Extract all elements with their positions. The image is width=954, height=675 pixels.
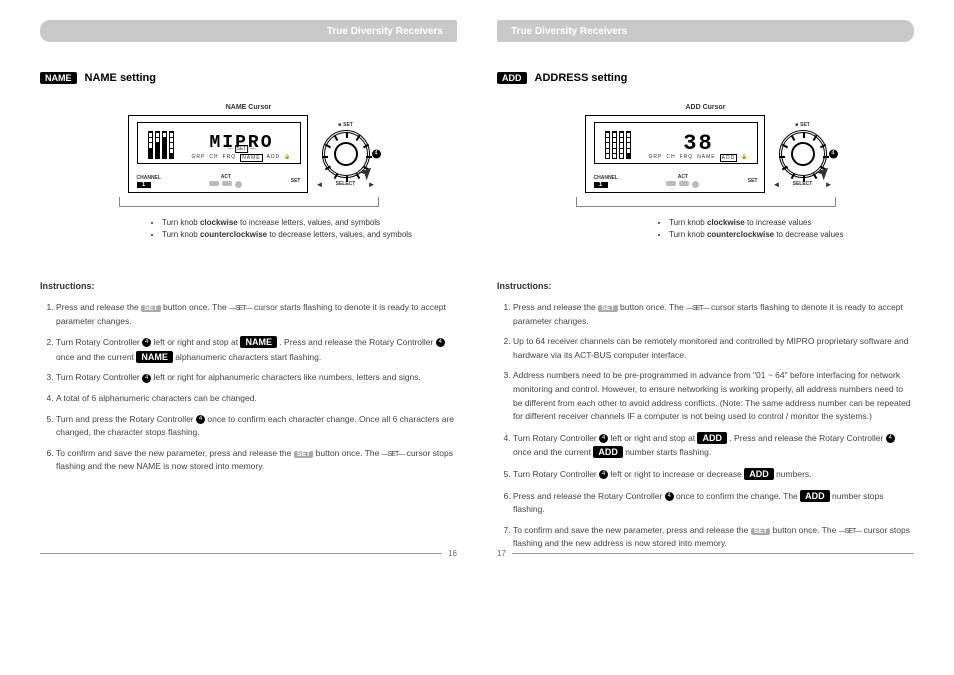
knob-notes: Turn knob clockwise to increase values T… [657, 217, 914, 241]
instr-3: Turn Rotary Controller 4 left or right f… [56, 371, 457, 385]
instructions-heading: Instructions: [40, 281, 457, 291]
lcd-bars [595, 123, 641, 163]
instr-2: Up to 64 receiver channels can be remote… [513, 335, 914, 362]
knob-number: 4 [829, 149, 838, 158]
note-1: Turn knob clockwise to increase values [669, 217, 914, 229]
knob-area: ■SET 4 ➤ ◄► SELECT [779, 122, 827, 187]
instr-1: Press and release the SET button once. T… [513, 301, 914, 328]
lcd-text: MIPRO —SET— GRP CH FRQ NAME ADD 🔒 [184, 123, 300, 163]
panel-set: SET [291, 178, 301, 184]
section-title-left: NAME NAME setting [40, 72, 457, 84]
section-heading: ADDRESS setting [535, 72, 628, 84]
lcd-sub-labels: GRP CH FRQ NAME ADD 🔒 [192, 154, 292, 162]
instr-3: Address numbers need to be pre-programme… [513, 369, 914, 423]
footer-left: 16 [40, 549, 457, 558]
knob-number: 4 [372, 149, 381, 158]
instr-6: Press and release the Rotary Controller … [513, 489, 914, 517]
lcd-sub-labels: GRP CH FRQ NAME ADD 🔒 [649, 154, 749, 162]
knob-area: ■SET 4 ➤ ◄► SELECT [322, 122, 370, 187]
knob-top-label: ■SET [795, 122, 810, 128]
diagram-right: ADD Cursor 38 GRP CH FRQ [497, 104, 914, 207]
panel-bottom: CHANNEL 1 ACT SET [137, 174, 301, 188]
lcd-display: 38 GRP CH FRQ NAME ADD 🔒 [594, 122, 758, 164]
instructions-right: Instructions: Press and release the SET … [497, 281, 914, 551]
note-2: Turn knob counterclockwise to decrease l… [162, 229, 457, 241]
knob-notes: Turn knob clockwise to increase letters,… [150, 217, 457, 241]
header-text: True Diversity Receivers [511, 26, 627, 37]
device-panel: MIPRO —SET— GRP CH FRQ NAME ADD 🔒 [128, 115, 370, 193]
add-badge: ADD [497, 72, 527, 84]
lcd-main-text: 38 [683, 131, 713, 156]
page-left: True Diversity Receivers NAME NAME setti… [40, 20, 457, 558]
header-bar-right: True Diversity Receivers [497, 20, 914, 42]
cursor-label: NAME Cursor [226, 104, 272, 111]
panel-set: SET [748, 178, 758, 184]
instr-6: To confirm and save the new parameter, p… [56, 447, 457, 474]
pages-container: True Diversity Receivers NAME NAME setti… [40, 20, 914, 558]
header-text: True Diversity Receivers [327, 26, 443, 37]
instr-1: Press and release the SET button once. T… [56, 301, 457, 328]
rotary-knob: 4 ➤ [322, 130, 370, 178]
footer-right: 17 [497, 549, 914, 558]
instr-4: Turn Rotary Controller 4 left or right a… [513, 431, 914, 460]
receiver-panel: MIPRO —SET— GRP CH FRQ NAME ADD 🔒 [128, 115, 308, 193]
instructions-left: Instructions: Press and release the SET … [40, 281, 457, 474]
page-right: True Diversity Receivers ADD ADDRESS set… [497, 20, 914, 558]
instr-5: Turn Rotary Controller 4 left or right t… [513, 467, 914, 482]
section-title-right: ADD ADDRESS setting [497, 72, 914, 84]
instructions-heading: Instructions: [497, 281, 914, 291]
lcd-text: 38 GRP CH FRQ NAME ADD 🔒 [641, 123, 757, 163]
diagram-left: NAME Cursor MIPRO —SET— GRP C [40, 104, 457, 207]
panel-bottom: CHANNEL 1 ACT SET [594, 174, 758, 188]
rotary-knob: 4 ➤ [779, 130, 827, 178]
cursor-label: ADD Cursor [685, 104, 725, 111]
note-2: Turn knob counterclockwise to decrease v… [669, 229, 914, 241]
panel-channel: CHANNEL 1 [594, 175, 618, 188]
panel-channel: CHANNEL 1 [137, 175, 161, 188]
instr-5: Turn and press the Rotary Controller 4 o… [56, 413, 457, 440]
header-bar-left: True Diversity Receivers [40, 20, 457, 42]
instr-4: A total of 6 alphanumeric characters can… [56, 392, 457, 406]
bracket-line [119, 197, 379, 207]
instr-7: To confirm and save the new parameter, p… [513, 524, 914, 551]
lcd-display: MIPRO —SET— GRP CH FRQ NAME ADD 🔒 [137, 122, 301, 164]
bracket-line [576, 197, 836, 207]
name-badge: NAME [40, 72, 77, 84]
lcd-bars [138, 123, 184, 163]
receiver-panel: 38 GRP CH FRQ NAME ADD 🔒 CHANNEL [585, 115, 765, 193]
lcd-mid: —SET— [228, 145, 256, 153]
note-1: Turn knob clockwise to increase letters,… [162, 217, 457, 229]
section-heading: NAME setting [85, 72, 157, 84]
instr-2: Turn Rotary Controller 4 left or right a… [56, 335, 457, 364]
knob-top-label: ■SET [338, 122, 353, 128]
device-panel: 38 GRP CH FRQ NAME ADD 🔒 CHANNEL [585, 115, 827, 193]
